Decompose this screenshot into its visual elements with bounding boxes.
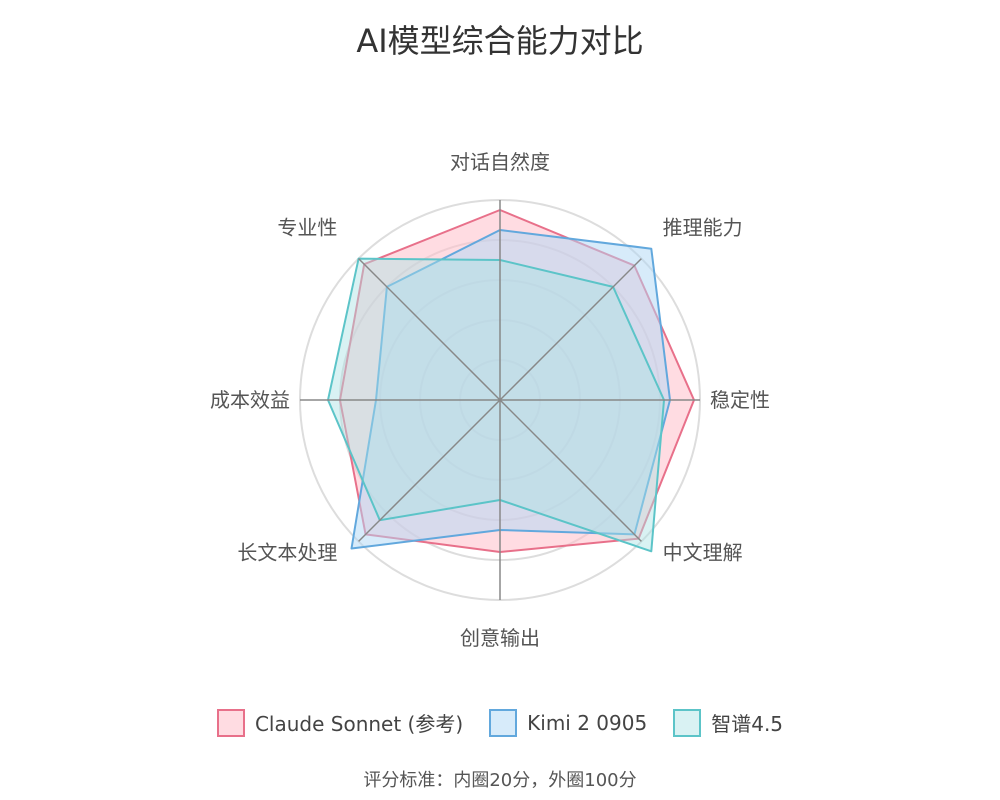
legend-label-2: Kimi 2 0905 [527, 710, 648, 735]
axis-line-6 [358, 399, 501, 542]
legend: Claude Sonnet (参考) Kimi 2 0905 智谱4.5 [0, 708, 1000, 737]
legend-swatch-2 [489, 708, 518, 737]
axis-label-6: 长文本处理 [237, 541, 337, 565]
legend-item-3: 智谱4.5 [673, 708, 783, 737]
axis-label-1: 对话自然度 [450, 150, 550, 174]
legend-item-1: Claude Sonnet (参考) [216, 708, 464, 737]
axis-label-2: 推理能力 [663, 215, 743, 239]
legend-swatch-3 [673, 708, 702, 737]
legend-label-1: Claude Sonnet (参考) [254, 712, 464, 736]
axis-label-7: 成本效益 [210, 388, 290, 412]
chart-footnote: 评分标准：内圈20分，外圈100分 [363, 770, 637, 791]
axis-line-2 [499, 258, 642, 401]
axis-label-5: 创意输出 [460, 626, 540, 650]
legend-swatch-1 [216, 708, 245, 737]
axis-line-4 [499, 399, 642, 542]
axis-label-4: 中文理解 [663, 541, 743, 565]
axis-label-8: 专业性 [277, 215, 337, 239]
chart-title: AI模型综合能力对比 [356, 22, 644, 60]
axis-line-8 [358, 258, 501, 401]
axis-label-3: 稳定性 [710, 388, 770, 412]
legend-label-3: 智谱4.5 [711, 712, 784, 736]
legend-item-2: Kimi 2 0905 [489, 708, 647, 737]
